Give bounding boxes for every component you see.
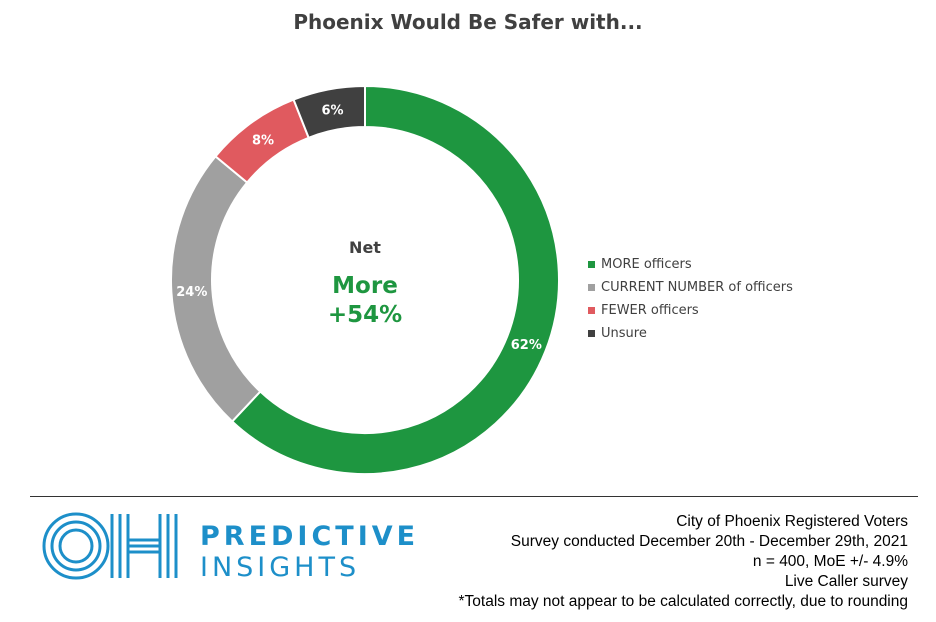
donut-slice-label: 8% xyxy=(252,134,274,149)
legend-item-unsure: Unsure xyxy=(588,322,793,345)
center-net-direction: More xyxy=(332,273,398,299)
brand-wordmark: PREDICTIVE INSIGHTS xyxy=(200,522,419,584)
legend-item-current-number: CURRENT NUMBER of officers xyxy=(588,276,793,299)
donut-slice-unsure xyxy=(292,84,366,140)
donut-slice-label: 6% xyxy=(321,104,343,119)
legend-swatch xyxy=(588,284,595,291)
chart-title: Phoenix Would Be Safer with... xyxy=(293,10,643,34)
note-rounding: *Totals may not appear to be calculated … xyxy=(458,593,908,610)
note-sample: n = 400, MoE +/- 4.9% xyxy=(752,553,908,570)
brand-name-line1: PREDICTIVE xyxy=(200,521,420,552)
oh-logo-icon xyxy=(42,512,178,580)
donut-slice-label: 24% xyxy=(176,285,207,300)
legend-label: MORE officers xyxy=(601,257,692,272)
chart-legend: MORE officers CURRENT NUMBER of officers… xyxy=(588,253,793,345)
legend-item-more-officers: MORE officers xyxy=(588,253,793,276)
note-dates: Survey conducted December 20th - Decembe… xyxy=(510,533,908,550)
legend-item-fewer-officers: FEWER officers xyxy=(588,299,793,322)
donut-slice-more-officers xyxy=(230,84,560,475)
legend-swatch xyxy=(588,330,595,337)
survey-notes: City of Phoenix Registered Voters Survey… xyxy=(459,512,908,612)
legend-label: CURRENT NUMBER of officers xyxy=(601,280,793,295)
legend-swatch xyxy=(588,261,595,268)
donut-slice-label: 62% xyxy=(511,338,542,353)
center-net-label: Net xyxy=(349,238,381,257)
footer-divider xyxy=(30,496,918,497)
brand-name-line2: INSIGHTS xyxy=(200,552,361,583)
legend-label: Unsure xyxy=(601,326,647,341)
donut-slice-labels: 62% 24% 8% 6% xyxy=(176,104,542,353)
donut-slices xyxy=(170,84,560,475)
note-population: City of Phoenix Registered Voters xyxy=(676,513,908,530)
legend-label: FEWER officers xyxy=(601,303,699,318)
legend-swatch xyxy=(588,307,595,314)
donut-chart: 62% 24% 8% 6% Net More +54% xyxy=(170,84,560,475)
center-net-value: +54% xyxy=(328,302,402,328)
note-method: Live Caller survey xyxy=(784,573,908,590)
